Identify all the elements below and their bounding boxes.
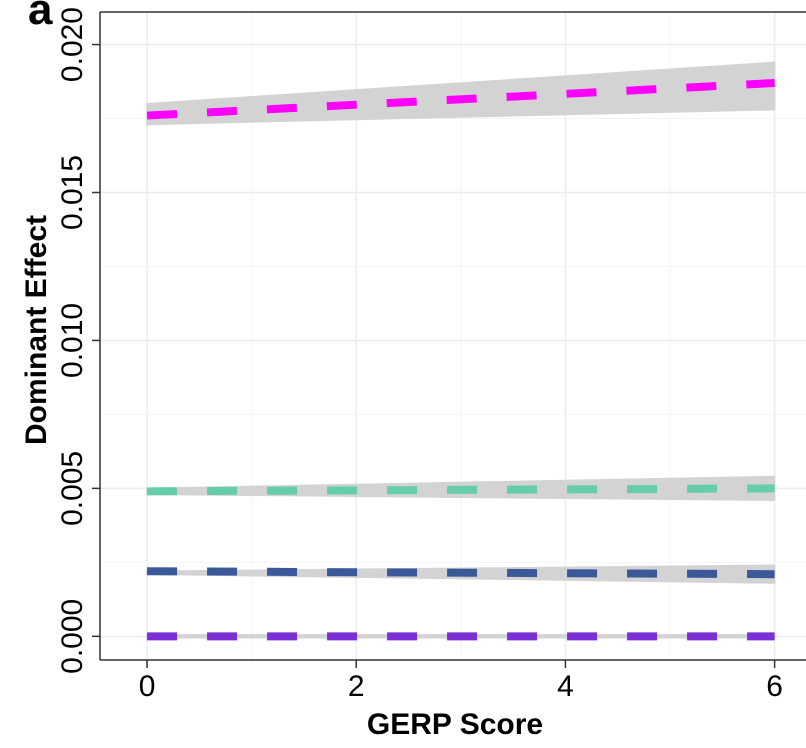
confidence-band-0 — [146, 61, 776, 126]
series-line-2 — [147, 567, 775, 579]
y-axis-title: Dominant Effect — [20, 215, 53, 445]
series-lines — [146, 79, 775, 641]
x-tick-label: 6 — [766, 670, 783, 703]
y-tick-label: 0.015 — [56, 155, 89, 230]
x-tick-label: 0 — [139, 670, 156, 703]
y-tick-label: 0.000 — [56, 599, 89, 674]
y-tick-label: 0.020 — [56, 7, 89, 82]
x-axis-title: GERP Score — [367, 708, 543, 741]
panel-letter: a — [28, 0, 53, 34]
series-line-0 — [146, 79, 775, 120]
x-tick-label: 4 — [557, 670, 574, 703]
x-tick-label: 2 — [348, 670, 365, 703]
y-axis-ticks: 0.000 0.005 0.010 0.015 0.020 — [56, 7, 100, 674]
y-tick-label: 0.010 — [56, 303, 89, 378]
x-axis-ticks: 0 2 4 6 — [139, 660, 783, 703]
y-tick-label: 0.005 — [56, 451, 89, 526]
series-line-1 — [147, 484, 775, 496]
